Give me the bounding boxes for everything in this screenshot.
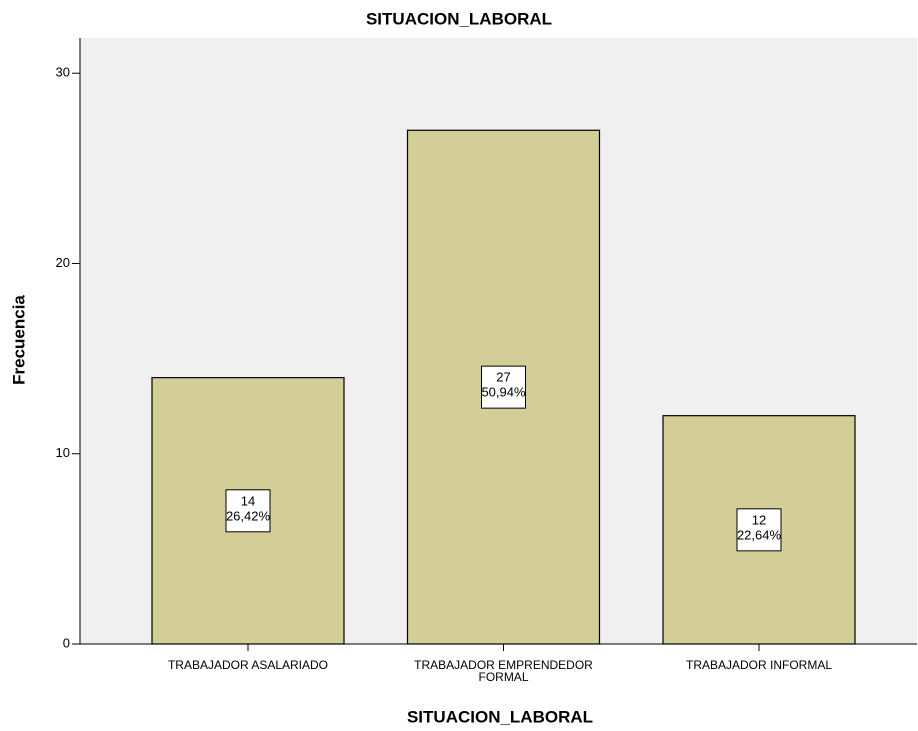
data-label: 12: [752, 512, 766, 527]
x-tick-label: TRABAJADOR EMPRENDEDOR FORMAL: [414, 658, 593, 684]
data-label: 14: [241, 493, 255, 508]
x-tick-label: TRABAJADOR ASALARIADO: [168, 658, 328, 672]
x-axis-title: SITUACION_LABORAL: [407, 707, 593, 726]
y-axis-title: Frecuencia: [9, 295, 28, 385]
y-tick-label: 0: [63, 635, 70, 650]
data-label-box: [481, 365, 526, 409]
data-label: 27: [496, 370, 510, 385]
data-label-percent: 50,94%: [481, 385, 526, 400]
y-tick-label: 20: [56, 255, 70, 270]
data-label-percent: 26,42%: [226, 508, 271, 523]
y-tick-label: 10: [56, 445, 70, 460]
data-label-box: [225, 489, 271, 533]
data-label-box: [736, 508, 782, 552]
data-label-percent: 22,64%: [737, 527, 782, 542]
x-tick-label-line: FORMAL: [478, 670, 528, 684]
x-tick-label: TRABAJADOR INFORMAL: [686, 658, 832, 672]
x-tick-label-line: TRABAJADOR EMPRENDEDOR: [414, 658, 593, 672]
y-tick-label: 30: [56, 65, 70, 80]
bar: [151, 377, 345, 645]
chart-title: SITUACION_LABORAL: [366, 9, 552, 28]
